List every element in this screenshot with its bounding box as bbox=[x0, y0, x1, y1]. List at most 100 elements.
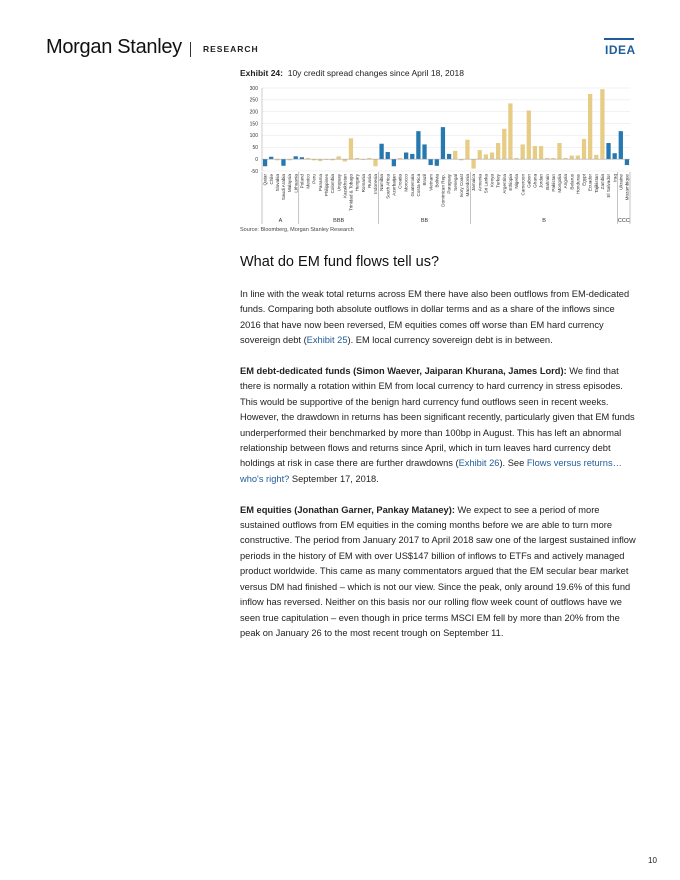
x-tick-label: Turkey bbox=[496, 173, 501, 188]
y-tick-label: 100 bbox=[250, 133, 259, 139]
x-tick-label: Lithuania bbox=[293, 174, 298, 193]
x-tick-label: Egypt bbox=[582, 173, 587, 185]
bar bbox=[318, 159, 323, 162]
bar bbox=[520, 144, 525, 160]
bar bbox=[275, 159, 280, 161]
x-tick-label: Croatia bbox=[398, 174, 403, 189]
x-tick-label: Qatar bbox=[263, 174, 268, 186]
y-tick-label: 250 bbox=[250, 98, 259, 104]
x-tick-label: Vietnam bbox=[428, 174, 433, 191]
y-tick-label: 300 bbox=[250, 86, 259, 92]
bar bbox=[348, 138, 354, 160]
source: Source: Bloomberg, Morgan Stanley Resear… bbox=[240, 227, 354, 233]
x-tick-label: Malaysia bbox=[287, 174, 292, 193]
bar bbox=[299, 157, 305, 160]
group-label: B bbox=[542, 218, 546, 224]
text-run: EM equities (Jonathan Garner, Pankay Mat… bbox=[240, 504, 455, 515]
heading: What do EM fund flows tell us? bbox=[240, 254, 440, 270]
x-tick-label: Zambia bbox=[600, 174, 605, 190]
text-run: EM debt-dedicated funds (Simon Waever, J… bbox=[240, 366, 567, 377]
x-tick-label: Panama bbox=[318, 174, 323, 192]
bar bbox=[508, 103, 513, 160]
x-tick-label: Ethiopia bbox=[508, 174, 513, 191]
separator bbox=[190, 42, 191, 57]
x-tick-label: Uruguay bbox=[336, 173, 341, 191]
x-tick-label: Romania bbox=[361, 174, 366, 193]
bar bbox=[446, 153, 452, 160]
bar bbox=[397, 157, 403, 160]
bar bbox=[532, 146, 538, 160]
bar bbox=[459, 159, 464, 161]
x-tick-label: Honduras bbox=[575, 173, 580, 194]
x-tick-label: South Africa bbox=[385, 174, 390, 199]
text-run: ). EM local currency sovereign debt is i… bbox=[347, 335, 553, 346]
bar bbox=[624, 159, 630, 166]
x-tick-label: Gabon bbox=[526, 174, 531, 188]
bar bbox=[606, 143, 611, 160]
x-tick-label: Nigeria bbox=[514, 174, 519, 189]
bar bbox=[361, 159, 366, 160]
group-label: BB bbox=[421, 218, 429, 224]
bar bbox=[324, 159, 329, 160]
exhibit-title: Exhibit 24: 10y credit spread changes si… bbox=[240, 68, 464, 78]
x-tick-label: Jamaica bbox=[471, 174, 476, 192]
bar bbox=[403, 152, 409, 160]
x-tick-label: Azerbaijan bbox=[391, 174, 396, 196]
bar bbox=[581, 138, 587, 160]
bar bbox=[551, 157, 556, 160]
x-tick-label: Macedonia bbox=[465, 174, 470, 197]
exhibit-text: 10y credit spread changes since April 18… bbox=[287, 68, 464, 78]
x-tick-label: Armenia bbox=[477, 174, 482, 192]
y-tick-label: 0 bbox=[255, 157, 258, 163]
x-tick-label: Iraq bbox=[612, 174, 617, 182]
x-tick-label: Argentina bbox=[502, 174, 507, 194]
brand: Morgan Stanley bbox=[46, 36, 182, 58]
bar bbox=[385, 152, 390, 160]
x-tick-label: Bahrain bbox=[545, 174, 550, 190]
x-tick-label: Philippines bbox=[324, 173, 329, 196]
x-tick-label: Colombia bbox=[330, 174, 335, 194]
x-tick-label: Jordan bbox=[539, 174, 544, 188]
x-tick-label: Namibia bbox=[379, 174, 384, 191]
bar bbox=[422, 144, 427, 160]
bar bbox=[410, 153, 415, 160]
x-tick-label: Bolivia bbox=[434, 174, 439, 188]
bar bbox=[305, 157, 311, 160]
bar bbox=[416, 131, 421, 160]
bar bbox=[612, 153, 617, 160]
x-tick-label: Ukraine bbox=[618, 174, 623, 190]
link[interactable]: Exhibit 25 bbox=[306, 335, 348, 346]
text-run: We expect to see a period of more sustai… bbox=[240, 504, 636, 638]
bar bbox=[367, 157, 372, 160]
bar bbox=[514, 157, 519, 160]
bar bbox=[483, 154, 489, 160]
link[interactable]: Exhibit 26 bbox=[458, 458, 500, 469]
bar bbox=[287, 159, 292, 161]
x-tick-label: Ivory Coast bbox=[459, 173, 464, 197]
link[interactable]: Flows versus returns…who's right? bbox=[240, 458, 622, 484]
x-tick-label: Trinidad & Tobago bbox=[349, 174, 354, 211]
bar bbox=[495, 143, 501, 160]
x-tick-label: Senegal bbox=[453, 174, 458, 191]
bar bbox=[293, 156, 298, 160]
y-tick-label: 200 bbox=[250, 110, 259, 116]
x-tick-label: Saudi Arabia bbox=[281, 174, 286, 200]
y-tick-label: 150 bbox=[250, 121, 259, 127]
paragraph: In line with the weak total returns acro… bbox=[240, 287, 636, 349]
y-tick-label: 50 bbox=[252, 145, 258, 151]
bar bbox=[269, 156, 274, 160]
bar bbox=[538, 146, 544, 160]
tag-rule bbox=[604, 38, 634, 40]
bar bbox=[526, 110, 531, 160]
bar bbox=[618, 131, 623, 160]
bar bbox=[465, 139, 470, 160]
bar bbox=[569, 155, 574, 160]
bar bbox=[563, 157, 568, 160]
bar bbox=[557, 143, 562, 160]
bar bbox=[379, 143, 384, 160]
x-tick-label: Ghana bbox=[533, 174, 538, 188]
x-tick-label: Dominican Rep. bbox=[441, 174, 446, 207]
bar bbox=[600, 89, 605, 160]
bar bbox=[354, 157, 360, 160]
